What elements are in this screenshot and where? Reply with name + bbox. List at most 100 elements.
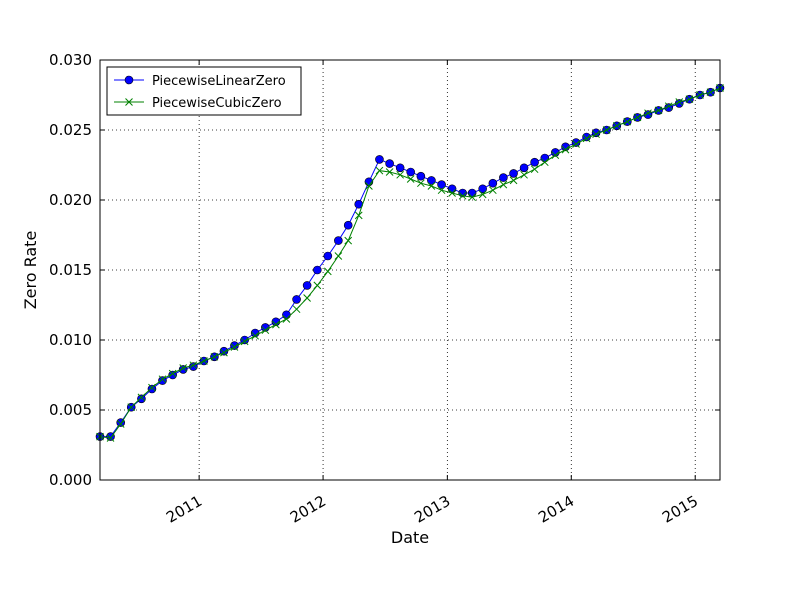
data-point [137, 393, 146, 402]
data-point [416, 171, 426, 181]
data-point [592, 130, 600, 139]
y-axis-label: Zero Rate [21, 231, 40, 310]
data-point [365, 182, 373, 190]
data-point [447, 184, 457, 194]
data-point [623, 117, 632, 126]
data-point [582, 134, 591, 143]
data-point [478, 184, 487, 194]
data-point [147, 384, 157, 394]
data-point [179, 364, 188, 372]
data-point [168, 369, 177, 378]
data-point [261, 326, 270, 335]
data-point [530, 165, 539, 174]
legend-entry: PiecewiseLinearZero [114, 74, 286, 89]
data-point [633, 113, 642, 122]
data-point [520, 170, 528, 179]
data-point [323, 251, 333, 261]
data-point [664, 102, 673, 111]
x-tick-label: 2014 [535, 492, 577, 527]
data-point [200, 357, 208, 365]
legend-entry: PiecewiseCubicZero [114, 96, 282, 111]
data-point [189, 361, 198, 370]
data-point [448, 189, 456, 197]
data-point [385, 168, 394, 176]
data-point [127, 403, 136, 412]
data-point [644, 109, 652, 118]
series-cubic [96, 84, 724, 442]
data-point [210, 352, 219, 361]
data-point [395, 163, 405, 173]
x-tick-label: 2011 [163, 492, 205, 527]
data-point [292, 305, 301, 314]
data-point [572, 140, 580, 148]
legend-label: PiecewiseLinearZero [152, 74, 286, 89]
data-point [519, 163, 529, 173]
data-point [509, 169, 518, 178]
series-layer [95, 83, 725, 442]
data-point [499, 173, 508, 182]
data-point [396, 170, 405, 179]
data-point [427, 176, 436, 185]
data-point [292, 295, 301, 304]
data-point [406, 167, 415, 177]
series-linear [95, 83, 725, 441]
y-tick-label: 0.010 [49, 331, 92, 349]
data-point [354, 211, 363, 220]
data-point [427, 182, 436, 190]
y-tick-label: 0.025 [49, 121, 92, 139]
data-point [251, 331, 260, 340]
y-tick-label: 0.030 [49, 51, 92, 69]
data-point [334, 252, 343, 260]
data-point [499, 180, 508, 189]
y-tick-label: 0.015 [49, 261, 92, 279]
data-point [282, 315, 291, 323]
y-tick-label: 0.000 [49, 471, 92, 489]
data-point [158, 375, 167, 384]
data-point [137, 394, 146, 404]
x-tick-label: 2015 [659, 492, 701, 527]
data-point [343, 220, 353, 230]
data-point [467, 188, 477, 198]
data-point [675, 98, 684, 106]
data-point [437, 180, 446, 189]
data-point [654, 106, 663, 115]
data-point [685, 95, 694, 104]
data-point [148, 383, 156, 392]
data-point [706, 88, 715, 97]
legend-marker [125, 98, 133, 106]
legend-label: PiecewiseCubicZero [152, 96, 282, 111]
x-axis-label: Date [391, 528, 429, 547]
data-point [602, 126, 611, 134]
series-line [99, 87, 721, 439]
data-point [106, 434, 115, 442]
data-point [313, 265, 322, 275]
y-tick-label: 0.005 [49, 401, 92, 419]
data-point [540, 158, 549, 167]
data-point [375, 155, 384, 164]
data-point [282, 310, 291, 320]
data-point [561, 145, 570, 154]
data-point [272, 320, 280, 329]
series-line [100, 87, 721, 438]
data-point [458, 191, 467, 200]
x-tick-label: 2012 [287, 492, 329, 527]
data-point [530, 157, 539, 167]
data-point [344, 236, 353, 245]
data-point [468, 193, 476, 202]
data-point [220, 348, 228, 357]
data-point [417, 179, 425, 188]
data-point [302, 281, 312, 290]
legend-marker [124, 75, 134, 85]
data-point [385, 159, 394, 168]
data-point [488, 186, 497, 195]
legend: PiecewiseLinearZero PiecewiseCubicZero [106, 66, 302, 116]
data-point [551, 151, 560, 160]
data-point [437, 186, 446, 195]
data-point [406, 175, 415, 183]
y-tick-label: 0.020 [49, 191, 92, 209]
legend-box [106, 66, 302, 116]
y-axis-ticks: 0.000 0.005 0.010 0.015 0.020 0.025 0.030 [49, 51, 720, 489]
data-point [303, 294, 311, 302]
data-point [488, 178, 498, 188]
